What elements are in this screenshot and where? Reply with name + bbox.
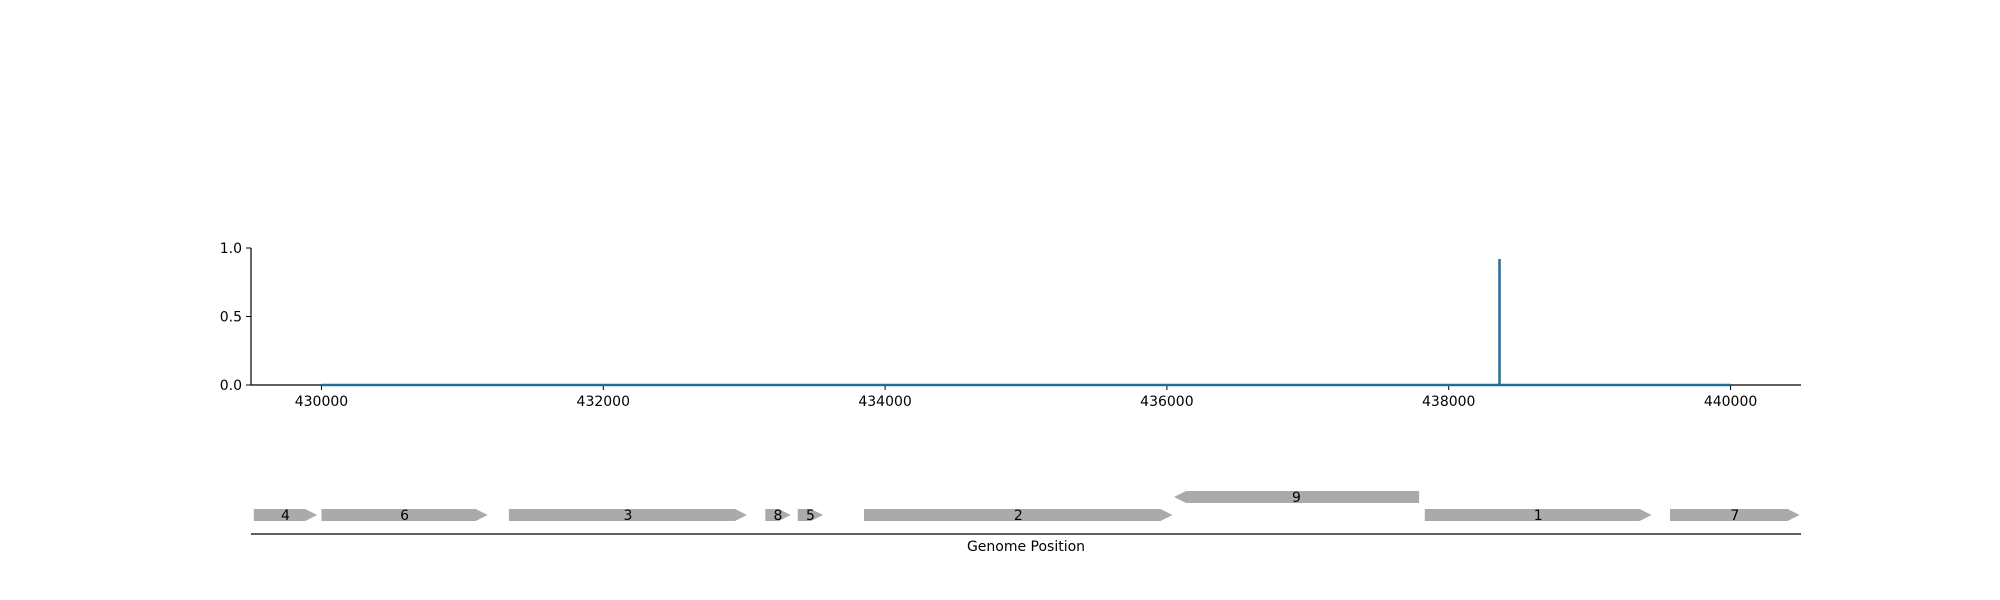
y-tick-label: 0.0 bbox=[220, 378, 242, 394]
gene-arrow bbox=[797, 509, 824, 521]
gene-arrow bbox=[253, 509, 318, 521]
gene-arrow bbox=[864, 509, 1173, 521]
gene-label: 5 bbox=[806, 508, 815, 524]
y-tick-label: 0.5 bbox=[220, 310, 242, 326]
gene-label: 9 bbox=[1292, 490, 1301, 506]
x-tick-label: 438000 bbox=[1422, 394, 1475, 410]
gene-arrows: 4 6 3 8 5 2 9 1 7 bbox=[253, 490, 1800, 524]
gene-arrow bbox=[1424, 509, 1652, 521]
gene-arrow bbox=[508, 509, 747, 521]
gene-label: 1 bbox=[1534, 508, 1543, 524]
gene-track: 4 6 3 8 5 2 9 1 7 Genome Position bbox=[251, 490, 1801, 555]
coverage-plot: 0.0 0.5 1.0 430000 432000 434000 436000 438000 4… bbox=[220, 241, 1801, 410]
x-tick-label: 434000 bbox=[858, 394, 911, 410]
gene-arrow bbox=[321, 509, 488, 521]
gene-label: 7 bbox=[1730, 508, 1739, 524]
y-tick-label: 1.0 bbox=[220, 241, 242, 257]
x-tick-label: 432000 bbox=[577, 394, 630, 410]
x-tick-label: 430000 bbox=[295, 394, 348, 410]
gene-label: 2 bbox=[1014, 508, 1023, 524]
gene-label: 4 bbox=[281, 508, 290, 524]
gene-arrow bbox=[1670, 509, 1800, 521]
coverage-series bbox=[321, 259, 1731, 387]
gene-arrow bbox=[765, 509, 791, 521]
x-tick-label: 436000 bbox=[1140, 394, 1193, 410]
x-tick-label: 440000 bbox=[1704, 394, 1757, 410]
gene-label: 8 bbox=[774, 508, 783, 524]
gene-arrow bbox=[1174, 491, 1420, 503]
gene-label: 6 bbox=[400, 508, 409, 524]
genome-position-label: Genome Position bbox=[967, 539, 1085, 555]
coverage-line bbox=[321, 259, 1731, 387]
gene-label: 3 bbox=[623, 508, 632, 524]
